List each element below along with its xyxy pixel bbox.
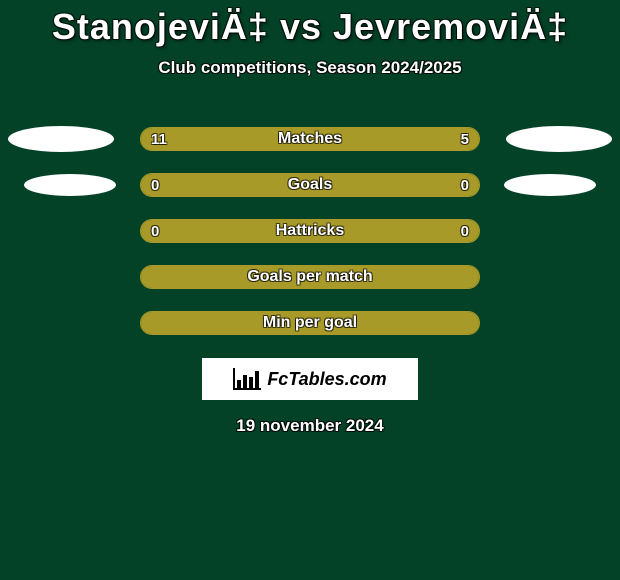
player2-name: JevremoviÄ‡ (333, 6, 568, 47)
stats-container: 115Matches 00Goals 00Hattricks Goals per ma… (0, 116, 620, 346)
stat-bar: 00Goals (140, 173, 480, 197)
player1-marker (8, 126, 114, 152)
player2-marker (506, 126, 612, 152)
stat-bar: Goals per match (140, 265, 480, 289)
watermark-text: FcTables.com (267, 369, 386, 390)
stat-row: 115Matches (0, 116, 620, 162)
stat-bar: Min per goal (140, 311, 480, 335)
stat-row: 00Hattricks (0, 208, 620, 254)
date-text: 19 november 2024 (0, 416, 620, 436)
stat-label: Min per goal (141, 312, 479, 334)
subtitle: Club competitions, Season 2024/2025 (0, 58, 620, 78)
stat-row: 00Goals (0, 162, 620, 208)
player1-name: StanojeviÄ‡ (52, 6, 269, 47)
vs-text: vs (280, 6, 322, 47)
stat-label: Goals per match (141, 266, 479, 288)
stat-label: Matches (141, 128, 479, 150)
stat-row: Goals per match (0, 254, 620, 300)
stat-row: Min per goal (0, 300, 620, 346)
watermark: FcTables.com (202, 358, 418, 400)
stat-bar: 00Hattricks (140, 219, 480, 243)
stat-label: Goals (141, 174, 479, 196)
player2-marker (504, 174, 596, 196)
page-title: StanojeviÄ‡ vs JevremoviÄ‡ (0, 0, 620, 48)
comparison-infographic: StanojeviÄ‡ vs JevremoviÄ‡ Club competit… (0, 0, 620, 580)
chart-bars-icon (233, 368, 261, 390)
player1-marker (24, 174, 116, 196)
stat-bar: 115Matches (140, 127, 480, 151)
stat-label: Hattricks (141, 220, 479, 242)
